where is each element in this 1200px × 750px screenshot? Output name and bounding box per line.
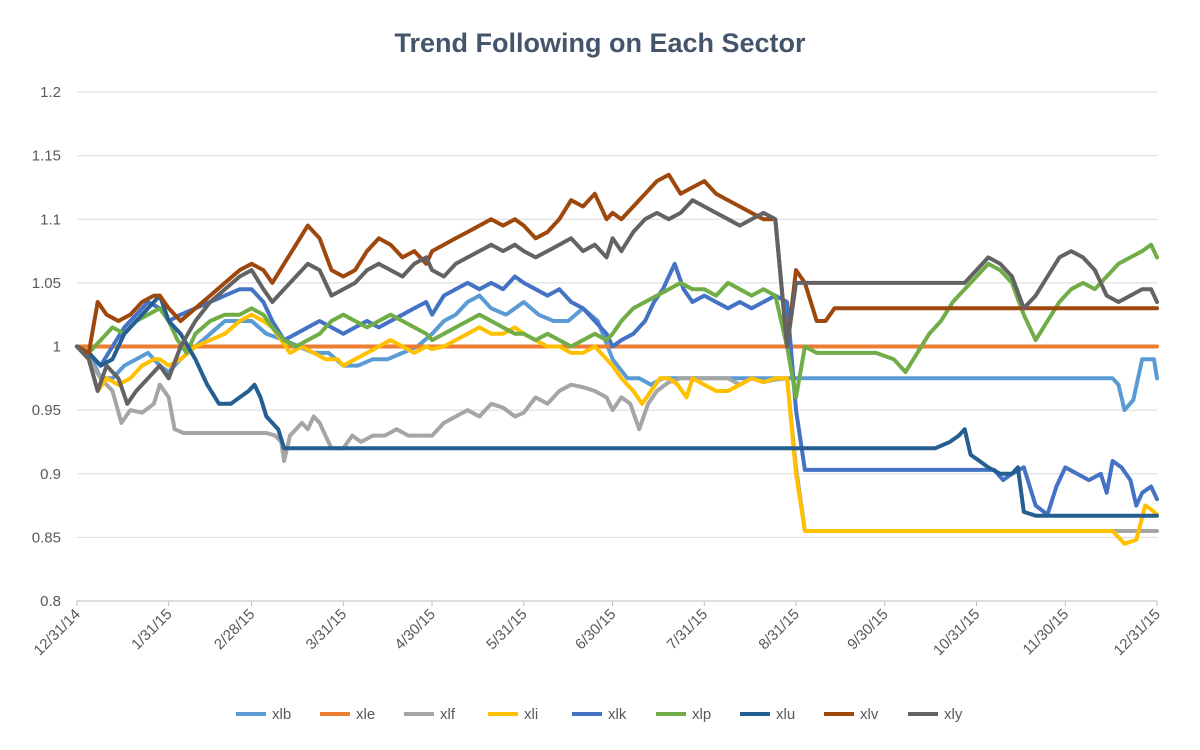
- legend-label-xlp: xlp: [692, 706, 711, 723]
- x-tick-label: 12/31/14: [31, 606, 84, 659]
- y-tick-label: 0.85: [32, 529, 61, 546]
- series-line-xly: [75, 198, 1159, 406]
- x-tick-label: 11/30/15: [1020, 606, 1073, 659]
- x-tick-label: 12/31/15: [1111, 606, 1164, 659]
- x-tick-label: 1/31/15: [128, 606, 175, 653]
- x-tick-label: 8/31/15: [755, 606, 802, 653]
- x-tick-label: 6/30/15: [572, 606, 619, 653]
- y-tick-label: 0.8: [40, 593, 61, 610]
- legend: xlb xle xlf xli xlk xlp xlu xlv xly: [236, 706, 963, 723]
- y-tick-label: 0.9: [40, 466, 61, 483]
- series-line-xli: [75, 312, 1159, 546]
- y-axis: 0.8 0.85 0.9 0.95 1 1.05 1.1 1.15 1.2: [32, 84, 61, 610]
- series-line-xlb: [75, 293, 1159, 413]
- chart-title: Trend Following on Each Sector: [394, 28, 806, 58]
- x-tick-label: 3/31/15: [303, 606, 350, 653]
- x-tick-label: 4/30/15: [391, 606, 438, 653]
- legend-label-xlb: xlb: [272, 706, 291, 723]
- x-tick-label: 7/31/15: [664, 606, 711, 653]
- y-tick-label: 1.05: [32, 275, 61, 292]
- x-axis: 12/31/14 1/31/15 2/28/15 3/31/15 4/30/15 5/31…: [31, 601, 1164, 659]
- series-line-xlu: [75, 293, 1159, 518]
- series-lines: [75, 172, 1159, 546]
- legend-label-xlk: xlk: [608, 706, 627, 723]
- series-line-xlp: [75, 242, 1159, 400]
- y-tick-label: 1.1: [40, 211, 61, 228]
- y-tick-label: 1: [53, 339, 61, 356]
- y-tick-label: 0.95: [32, 402, 61, 419]
- x-tick-label: 2/28/15: [211, 606, 258, 653]
- x-tick-label: 9/30/15: [844, 606, 891, 653]
- y-tick-label: 1.2: [40, 84, 61, 101]
- legend-label-xlu: xlu: [776, 706, 795, 723]
- legend-label-xli: xli: [524, 706, 538, 723]
- x-tick-label: 10/31/15: [930, 606, 983, 659]
- series-line-xlk: [75, 261, 1159, 517]
- y-tick-label: 1.15: [32, 148, 61, 165]
- legend-label-xlf: xlf: [440, 706, 456, 723]
- legend-label-xle: xle: [356, 706, 375, 723]
- legend-label-xly: xly: [944, 706, 963, 723]
- x-tick-label: 5/31/15: [483, 606, 530, 653]
- legend-label-xlv: xlv: [860, 706, 879, 723]
